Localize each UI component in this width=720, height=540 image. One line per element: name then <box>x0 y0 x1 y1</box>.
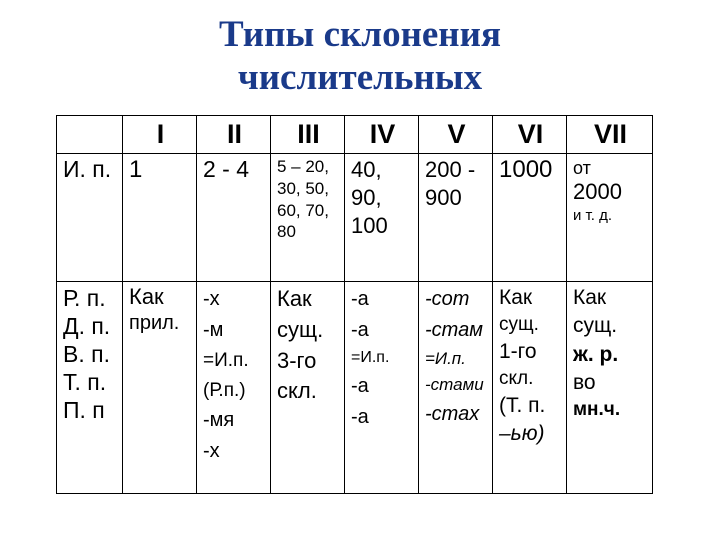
row2-col2: -х -м =И.п. (Р.п.) -мя -х <box>197 282 271 494</box>
row2-col2-l3: =И.п. <box>203 346 266 375</box>
header-col-1: I <box>123 116 197 154</box>
row2-col4: -а -а =И.п. -а -а <box>345 282 419 494</box>
row1-col7-etc: и т. д. <box>573 207 648 224</box>
row1-col6: 1000 <box>493 154 567 282</box>
row2-label-l2: Д. п. <box>63 312 118 340</box>
row2-col3-l4: скл. <box>277 376 340 407</box>
header-col-5: V <box>419 116 493 154</box>
row2-col6-l3: 1-го <box>499 338 562 366</box>
row2-label-l4: Т. п. <box>63 368 118 396</box>
row2-col2-l5: -мя <box>203 405 266 436</box>
row2-label: Р. п. Д. п. В. п. Т. п. П. п <box>57 282 123 494</box>
row2-col7: Как сущ. ж. р. во мн.ч. <box>567 282 653 494</box>
row2-col7-l4: во <box>573 369 648 397</box>
row2-col2-l4: (Р.п.) <box>203 376 266 405</box>
title-line-2: числительных <box>238 57 482 98</box>
header-col-4: IV <box>345 116 419 154</box>
page-title: Типы склонения числительных <box>0 0 720 109</box>
header-col-6: VI <box>493 116 567 154</box>
row2-col6-l6: –ью) <box>499 420 562 448</box>
row2-col1-l1: Как <box>129 284 192 311</box>
header-col-2: II <box>197 116 271 154</box>
row1-col7: от 2000 и т. д. <box>567 154 653 282</box>
row2-col1-l2: прил. <box>129 311 192 335</box>
row1-col3-l4: 80 <box>277 221 340 243</box>
row2-col3-l2: сущ. <box>277 315 340 346</box>
row1-col4: 40, 90, 100 <box>345 154 419 282</box>
row1-col5-l2: 900 <box>425 184 488 212</box>
row1-col4-l3: 100 <box>351 212 414 240</box>
row2-col5-l5: -стах <box>425 399 488 430</box>
row2-col4-l5: -а <box>351 402 414 433</box>
row2-col4-l1: -а <box>351 284 414 315</box>
row2-col4-l4: -а <box>351 371 414 402</box>
row2-col5: -сот -стам =И.п. -стами -стах <box>419 282 493 494</box>
table-header-row: I II III IV V VI VII <box>57 116 653 154</box>
row1-col5: 200 - 900 <box>419 154 493 282</box>
declension-table: I II III IV V VI VII И. п. 1 2 - 4 5 – 2… <box>56 115 653 494</box>
row1-col3: 5 – 20, 30, 50, 60, 70, 80 <box>271 154 345 282</box>
header-col-3: III <box>271 116 345 154</box>
row2-col2-l2: -м <box>203 315 266 346</box>
row1-col1: 1 <box>123 154 197 282</box>
row2-col7-l3: ж. р. <box>573 341 648 369</box>
table-row-other-cases: Р. п. Д. п. В. п. Т. п. П. п Как прил. -… <box>57 282 653 494</box>
row2-col4-l3: =И.п. <box>351 346 414 371</box>
row1-col4-l1: 40, <box>351 156 414 184</box>
row2-col6-l2: сущ. <box>499 312 562 338</box>
row2-label-l1: Р. п. <box>63 284 118 312</box>
row2-col7-l2: сущ. <box>573 312 648 340</box>
row1-col7-year: 2000 <box>573 179 648 205</box>
row1-col3-l2: 30, 50, <box>277 178 340 200</box>
row2-col6-l5: (Т. п. <box>499 392 562 420</box>
row1-col5-l1: 200 - <box>425 156 488 184</box>
row2-col5-l4: -стами <box>425 372 488 398</box>
row2-col1: Как прил. <box>123 282 197 494</box>
row2-col3-l1: Как <box>277 284 340 315</box>
row2-col2-l6: -х <box>203 436 266 467</box>
row1-col4-l2: 90, <box>351 184 414 212</box>
header-empty <box>57 116 123 154</box>
row2-col5-l2: -стам <box>425 315 488 346</box>
row1-col3-l3: 60, 70, <box>277 200 340 222</box>
row2-col4-l2: -а <box>351 315 414 346</box>
row2-col7-l5: мн.ч. <box>573 397 648 423</box>
row1-col2: 2 - 4 <box>197 154 271 282</box>
row2-label-l3: В. п. <box>63 340 118 368</box>
table-row-nominative: И. п. 1 2 - 4 5 – 20, 30, 50, 60, 70, 80… <box>57 154 653 282</box>
header-col-7: VII <box>567 116 653 154</box>
row1-label: И. п. <box>57 154 123 282</box>
row2-col3: Как сущ. 3-го скл. <box>271 282 345 494</box>
row2-col3-l3: 3-го <box>277 346 340 377</box>
row2-label-l5: П. п <box>63 396 118 424</box>
row2-col5-l3: =И.п. <box>425 346 488 372</box>
row2-col6: Как сущ. 1-го скл. (Т. п. –ью) <box>493 282 567 494</box>
row2-col6-l1: Как <box>499 284 562 312</box>
row1-col7-ot: от <box>573 158 648 179</box>
row2-col6-l4: скл. <box>499 366 562 392</box>
row1-col3-l1: 5 – 20, <box>277 156 340 178</box>
row2-col2-l1: -х <box>203 284 266 315</box>
title-line-1: Типы склонения <box>219 14 501 55</box>
row2-col5-l1: -сот <box>425 284 488 315</box>
row2-col7-l1: Как <box>573 284 648 312</box>
